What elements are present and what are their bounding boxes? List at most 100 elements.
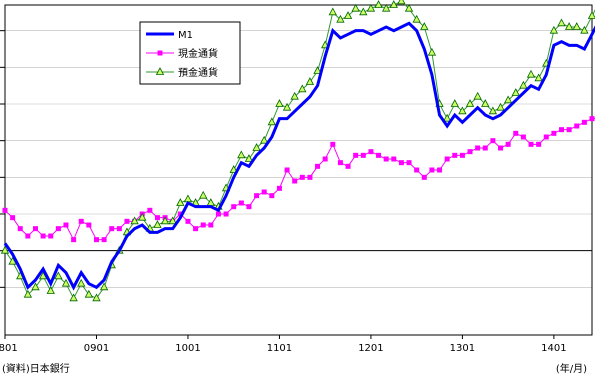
data-point	[398, 160, 404, 166]
data-point	[559, 127, 565, 133]
data-point	[231, 204, 237, 210]
data-point	[269, 193, 275, 199]
data-point	[587, 11, 595, 19]
data-point	[427, 47, 437, 56]
data-point	[109, 226, 115, 232]
data-point	[526, 69, 536, 78]
data-point	[328, 7, 337, 16]
data-point	[138, 212, 147, 221]
data-point	[589, 116, 595, 122]
plot-frame	[4, 4, 593, 336]
data-point	[374, 0, 383, 8]
data-point	[343, 11, 353, 19]
data-point	[55, 226, 61, 232]
data-point	[23, 289, 33, 298]
data-point	[61, 278, 71, 287]
data-point	[238, 200, 244, 206]
data-point	[177, 211, 183, 217]
data-point	[442, 113, 452, 122]
data-point	[25, 233, 31, 239]
data-point	[299, 174, 305, 180]
data-point	[572, 22, 581, 30]
data-point	[284, 167, 290, 173]
legend-swatch-marker	[157, 50, 163, 56]
data-point	[101, 237, 107, 243]
data-point	[275, 99, 284, 107]
data-point	[481, 99, 490, 107]
x-tick-label: 1101	[267, 343, 292, 354]
data-point	[421, 174, 427, 180]
data-point	[528, 141, 534, 147]
series-layer	[0, 0, 595, 302]
data-point	[336, 14, 345, 23]
data-point	[534, 73, 543, 82]
data-point	[17, 226, 23, 232]
data-point	[223, 211, 229, 217]
data-point	[574, 123, 580, 129]
data-point	[520, 134, 526, 140]
series-line	[4, 118, 595, 241]
x-tick-label: 1001	[175, 343, 200, 354]
data-point	[237, 150, 246, 159]
data-point	[414, 167, 420, 173]
data-point	[290, 91, 299, 100]
legend-label: M1	[178, 30, 193, 41]
data-point	[92, 293, 101, 302]
data-point	[368, 149, 374, 155]
axes	[4, 4, 593, 336]
data-point	[69, 293, 78, 302]
data-point	[437, 167, 443, 173]
data-point	[444, 156, 450, 162]
data-point	[496, 102, 505, 111]
data-point	[519, 80, 528, 89]
data-point	[580, 25, 589, 34]
data-point	[459, 152, 465, 158]
data-point	[84, 289, 94, 298]
data-point	[48, 233, 54, 239]
data-point	[260, 135, 269, 144]
data-point	[54, 271, 63, 280]
series-cash	[2, 116, 595, 243]
data-point	[391, 156, 397, 162]
legend-swatch-marker	[155, 67, 165, 75]
data-point	[543, 134, 549, 140]
data-point	[32, 226, 38, 232]
data-point	[475, 145, 481, 151]
data-point	[31, 282, 40, 291]
data-point	[473, 91, 482, 100]
data-point	[252, 143, 261, 151]
data-point	[46, 286, 55, 294]
data-point	[315, 163, 321, 169]
data-point	[452, 152, 458, 158]
series-m1	[3, 21, 595, 291]
data-point	[200, 222, 206, 228]
data-point	[215, 211, 221, 217]
data-point	[246, 204, 252, 210]
data-point	[564, 22, 574, 30]
data-point	[208, 222, 214, 228]
x-tick-label: 1201	[358, 343, 383, 354]
data-point	[366, 3, 376, 12]
data-point	[183, 194, 193, 203]
source-note: (資料)日本銀行	[2, 364, 70, 375]
data-point	[337, 160, 343, 166]
data-point	[549, 25, 559, 34]
data-point	[93, 237, 99, 243]
data-point	[383, 156, 389, 162]
data-point	[351, 3, 360, 12]
data-point	[581, 119, 587, 125]
data-point	[63, 222, 69, 228]
data-point	[404, 3, 414, 12]
data-point	[330, 141, 336, 147]
data-point	[511, 88, 520, 96]
data-point	[498, 145, 504, 151]
data-point	[282, 102, 292, 111]
data-point	[397, 0, 406, 5]
data-point	[482, 145, 488, 151]
data-point	[40, 233, 46, 239]
data-point	[176, 198, 185, 206]
data-point	[199, 190, 208, 199]
data-point	[488, 106, 498, 115]
data-point	[505, 141, 511, 147]
data-point	[153, 220, 162, 228]
